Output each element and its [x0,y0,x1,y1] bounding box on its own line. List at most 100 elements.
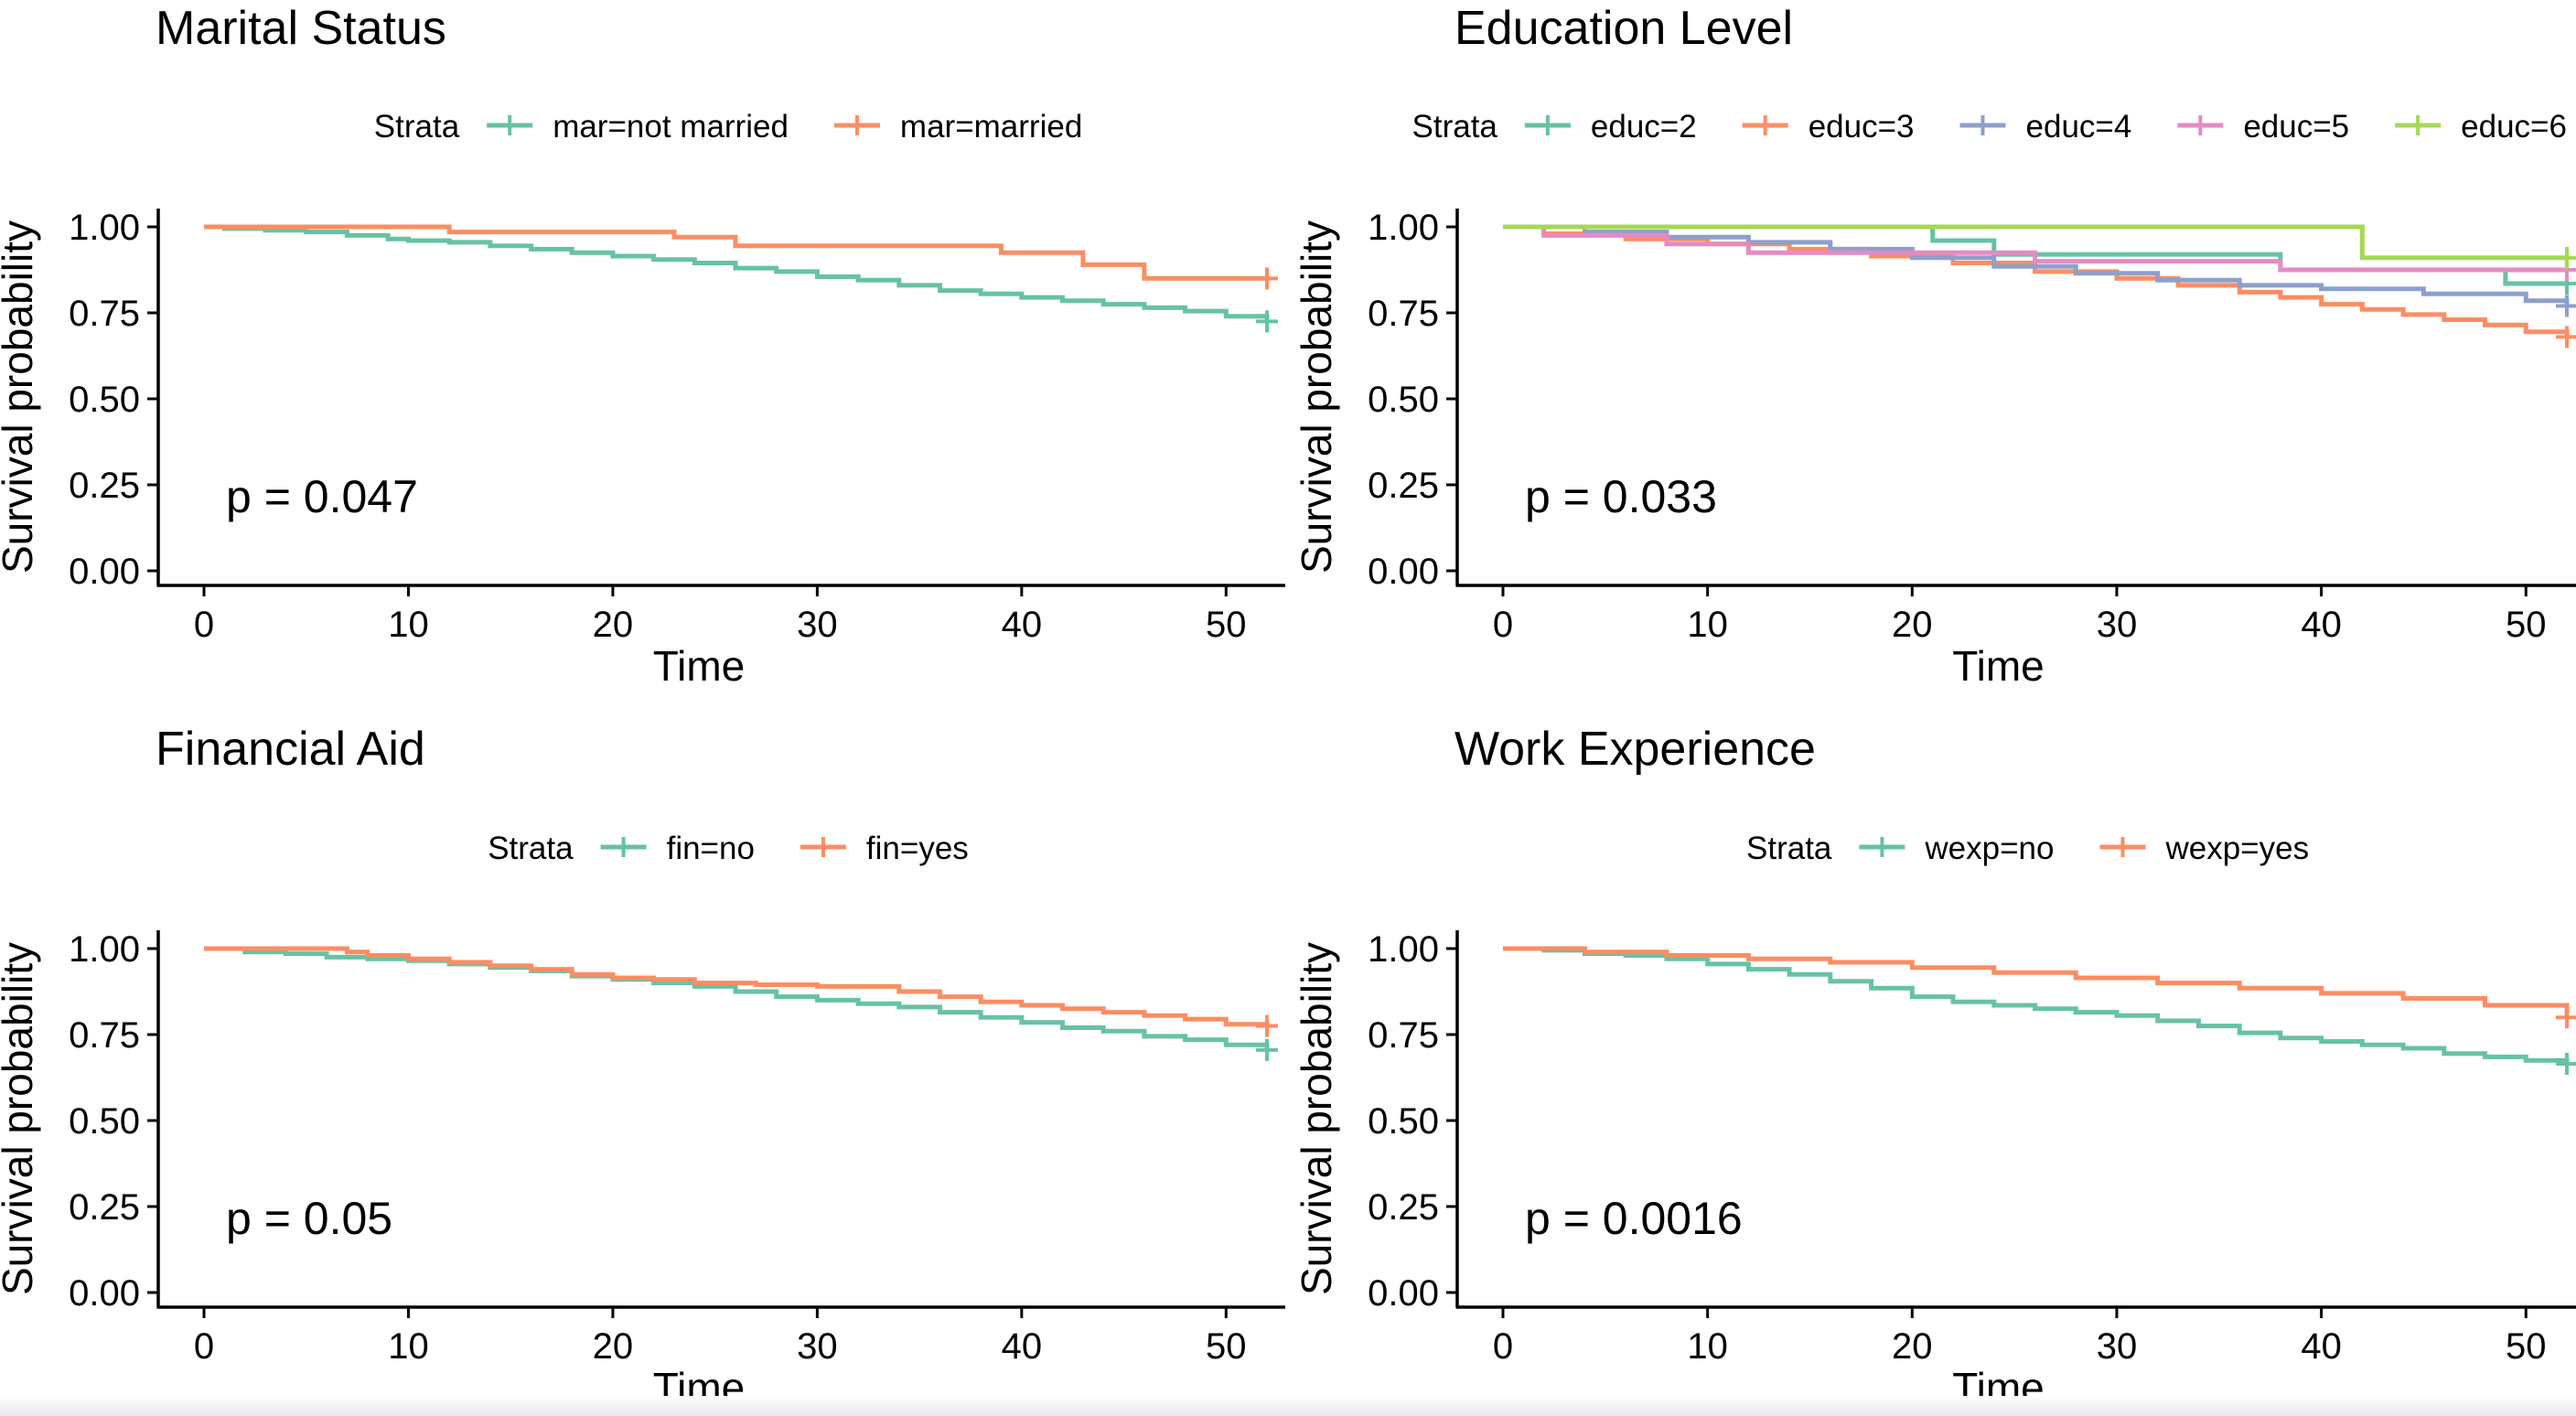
panel-1: Education Level 0.00 0.25 0.50 0.75 1.00 0 10 20… [1293,2,2576,690]
censor-mark [2556,1052,2576,1075]
y-tick-label: 0.25 [69,466,140,506]
x-tick-label: 40 [1002,605,1043,645]
legend-title: Strata [1412,109,1498,145]
y-axis-label: Survival probability [1293,220,1340,574]
censor-mark [1256,1014,1278,1037]
legend: Strata educ=2 educ=3 educ=4 educ=5 educ=6 [1412,109,2567,145]
p-value-annotation: p = 0.047 [226,471,418,522]
censor-mark [1256,310,1278,333]
panel-3: Work Experience 0.00 0.25 0.50 0.75 1.00 0 10 20… [1293,723,2576,1411]
legend-key: fin=yes [800,831,969,866]
y-tick-label: 1.00 [1368,208,1439,248]
y-tick-label: 0.00 [1368,552,1439,592]
legend-entry-label: educ=6 [2461,109,2567,145]
survival-curve-educ=4 [1503,224,2570,306]
panel-title: Education Level [1454,2,1793,55]
x-axis-label: Time [653,1364,746,1411]
legend-key: educ=4 [1959,109,2132,145]
y-tick-label: 0.75 [1368,294,1439,334]
survival-curve-educ=2 [1503,224,2567,286]
y-tick-label: 0.50 [69,380,140,420]
x-tick-label: 30 [797,605,838,645]
x-tick-label: 30 [2097,1326,2138,1367]
y-tick-label: 0.00 [1368,1273,1439,1314]
legend-title: Strata [374,109,460,145]
survival-curve-educ=6 [1503,224,2567,261]
legend: Strata mar=not married mar=married [374,109,1082,145]
y-tick-label: 0.25 [1368,466,1439,506]
x-tick-label: 0 [194,605,214,645]
y-tick-label: 0.25 [1368,1187,1439,1228]
legend-key: mar=not married [487,109,789,145]
y-tick-label: 0.00 [69,1273,140,1314]
y-tick-label: 0.00 [69,552,140,592]
censor-mark [1256,267,1278,290]
x-tick-label: 10 [1687,1326,1728,1367]
x-tick-label: 10 [388,1326,429,1367]
survival-curve-educ=5 [1503,224,2567,273]
legend: Strata wexp=no wexp=yes [1746,831,2309,866]
x-tick-label: 50 [2506,1326,2547,1367]
legend-entry-label: wexp=yes [2164,831,2309,866]
survival-curve-mar=not married [204,224,1270,322]
legend-title: Strata [1746,831,1832,866]
x-tick-label: 20 [593,1326,634,1367]
x-tick-label: 0 [194,1326,214,1367]
legend-entry-label: wexp=no [1924,831,2054,866]
legend-entry-label: fin=no [667,831,755,866]
y-tick-label: 0.50 [69,1101,140,1142]
legend-entry-label: educ=3 [1809,109,1915,145]
x-tick-label: 50 [2506,605,2547,645]
panel-title: Work Experience [1454,723,1816,776]
y-axis-label: Survival probability [0,942,41,1295]
legend-key: fin=no [600,831,755,866]
x-tick-label: 50 [1206,605,1247,645]
y-tick-label: 1.00 [69,208,140,248]
x-tick-label: 0 [1493,605,1513,645]
p-value-annotation: p = 0.033 [1525,471,1717,522]
censor-mark [2556,295,2576,317]
survival-curve-mar=married [204,224,1267,281]
legend-key: educ=6 [2395,109,2567,145]
survival-curve-educ=3 [1503,224,2570,338]
x-tick-label: 40 [1002,1326,1043,1367]
y-axis-label: Survival probability [1293,942,1340,1295]
panel-2: Financial Aid 0.00 0.25 0.50 0.75 1.00 0 10 20 30… [0,723,1285,1411]
y-tick-label: 0.25 [69,1187,140,1228]
survival-curve-wexp=yes [1503,946,2570,1018]
y-tick-label: 0.50 [1368,1101,1439,1142]
x-tick-label: 0 [1493,1326,1513,1367]
censor-mark [2556,1006,2576,1029]
censor-mark [1256,1038,1278,1061]
p-value-annotation: p = 0.05 [226,1193,392,1244]
x-axis-label: Time [653,642,746,690]
y-tick-label: 0.50 [1368,380,1439,420]
x-tick-label: 20 [1892,605,1933,645]
censor-mark [2556,326,2576,349]
legend-entry-label: mar=not married [553,109,789,145]
x-tick-label: 10 [1687,605,1728,645]
legend-entry-label: educ=4 [2026,109,2132,145]
y-tick-label: 1.00 [1368,929,1439,970]
y-tick-label: 0.75 [69,294,140,334]
x-axis-label: Time [1952,1364,2045,1411]
y-tick-label: 1.00 [69,929,140,970]
x-tick-label: 20 [593,605,634,645]
legend-entry-label: fin=yes [866,831,969,866]
x-tick-label: 20 [1892,1326,1933,1367]
legend: Strata fin=no fin=yes [488,831,969,866]
x-tick-label: 40 [2301,605,2342,645]
legend-key: mar=married [833,109,1082,145]
survival-curve-fin=no [204,946,1270,1050]
censor-mark [2556,246,2576,269]
y-tick-label: 0.75 [69,1015,140,1056]
x-axis-label: Time [1952,642,2045,690]
x-tick-label: 10 [388,605,429,645]
panel-0: Marital Status 0.00 0.25 0.50 0.75 1.00 0 10 20 3… [0,2,1285,690]
legend-entry-label: mar=married [900,109,1082,145]
survival-curve-wexp=no [1503,946,2570,1064]
legend-key: wexp=yes [2099,831,2309,866]
legend-key: educ=5 [2177,109,2349,145]
x-tick-label: 30 [797,1326,838,1367]
